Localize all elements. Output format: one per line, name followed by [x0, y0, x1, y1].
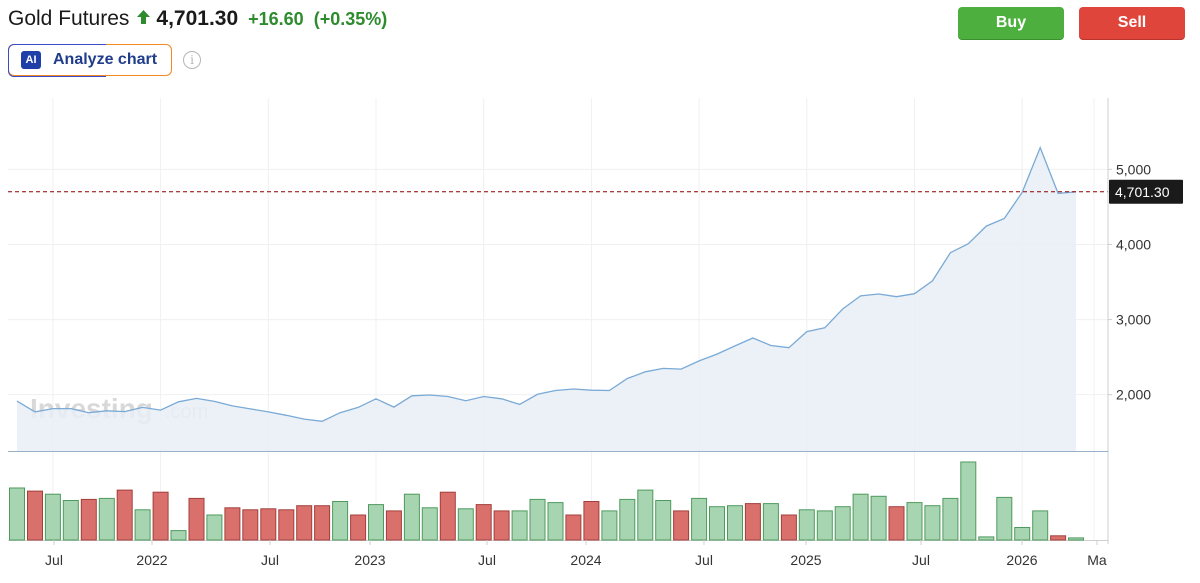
x-tick-label: 2022 — [136, 552, 167, 568]
analyze-chart-label: Analyze chart — [53, 51, 158, 68]
volume-bar — [870, 495, 887, 541]
volume-bar — [457, 508, 474, 541]
volume-bar — [852, 493, 869, 541]
volume-bar — [924, 505, 941, 541]
x-tick-label: Ma — [1087, 552, 1107, 568]
x-tick-label: 2023 — [354, 552, 385, 568]
price-change: +16.60 — [248, 8, 304, 29]
volume-bar — [798, 509, 815, 541]
volume-bar — [368, 504, 384, 541]
volume-bar — [170, 530, 187, 541]
volume-bar — [583, 501, 600, 541]
volume-bar — [44, 493, 61, 541]
volume-bar — [188, 497, 205, 541]
instrument-title: Gold Futures — [8, 7, 130, 30]
volume-bar — [816, 510, 833, 541]
price-area — [17, 147, 1076, 451]
volume-bar — [134, 509, 151, 541]
info-icon[interactable]: i — [183, 51, 201, 69]
y-tick-label: 3,000 — [1116, 312, 1151, 328]
volume-bar — [296, 505, 313, 541]
volume-bar — [98, 497, 115, 541]
volume-bar — [547, 502, 564, 541]
volume-bar — [762, 503, 779, 541]
volume-bar — [888, 506, 905, 541]
volume-bar — [727, 505, 743, 541]
volume-bar — [314, 505, 331, 541]
x-tick-label: Jul — [45, 552, 63, 568]
volume-bar — [116, 489, 133, 541]
volume-bar — [511, 510, 528, 541]
volume-bar — [224, 507, 241, 541]
instrument-header: Gold Futures 4,701.30 +16.60 (+0.35%) — [8, 4, 387, 34]
volume-bar — [691, 497, 708, 541]
volume-bar — [80, 498, 97, 541]
x-tick-label: Jul — [912, 552, 930, 568]
volume-bar — [403, 493, 420, 541]
volume-bar — [439, 491, 456, 541]
x-tick-label: Jul — [695, 552, 713, 568]
volume-bar — [1014, 527, 1031, 541]
volume-bar — [1032, 510, 1049, 541]
volume-bar — [152, 491, 169, 541]
analyze-chart-button[interactable]: AI Analyze chart — [7, 43, 172, 77]
volume-bar — [960, 461, 977, 541]
volume-bar — [260, 508, 277, 541]
volume-bar — [637, 489, 654, 541]
price-change-percent: (+0.35%) — [313, 8, 388, 29]
volume-bar — [332, 501, 349, 541]
volume-bar — [780, 514, 797, 541]
volume-bar — [350, 514, 367, 541]
volume-bar — [619, 498, 636, 541]
volume-bar — [242, 509, 259, 541]
volume-bar — [27, 490, 43, 541]
volume-bar — [655, 500, 672, 541]
volume-bar — [1050, 535, 1067, 541]
y-tick-label: 5,000 — [1116, 161, 1151, 177]
x-tick-label: 2024 — [570, 552, 601, 568]
volume-bar — [834, 506, 851, 541]
volume-bar — [942, 497, 959, 541]
ai-icon: AI — [21, 51, 41, 69]
up-arrow-icon — [137, 9, 151, 29]
x-tick-label: 2026 — [1006, 552, 1037, 568]
y-tick-label: 2,000 — [1116, 387, 1151, 403]
buy-button[interactable]: Buy — [958, 7, 1064, 39]
volume-bar — [62, 500, 79, 541]
volume-bar — [601, 510, 618, 541]
volume-bar — [744, 503, 761, 541]
x-tick-label: Jul — [478, 552, 496, 568]
volume-bar — [906, 502, 923, 541]
price-line — [16, 145, 1077, 422]
sell-button[interactable]: Sell — [1079, 7, 1185, 39]
x-tick-label: 2025 — [790, 552, 821, 568]
volume-bar — [709, 506, 725, 541]
volume-bar — [421, 507, 438, 541]
volume-bar — [996, 496, 1013, 541]
volume-bar — [673, 510, 690, 541]
last-price: 4,701.30 — [156, 7, 239, 30]
x-tick-label: Jul — [261, 552, 279, 568]
volume-bar — [206, 514, 223, 541]
y-tick-label: 4,000 — [1116, 236, 1151, 252]
current-price-box — [1109, 179, 1183, 204]
volume-bar — [493, 510, 510, 541]
volume-bar — [9, 487, 25, 541]
volume-bar — [475, 504, 492, 541]
volume-bar — [565, 514, 582, 541]
volume-bar — [278, 509, 295, 541]
current-price-label: 4,701.30 — [1115, 184, 1170, 200]
volume-bar — [978, 536, 995, 541]
volume-bar — [1068, 537, 1084, 541]
volume-bar — [529, 498, 546, 541]
volume-bar — [385, 510, 402, 541]
